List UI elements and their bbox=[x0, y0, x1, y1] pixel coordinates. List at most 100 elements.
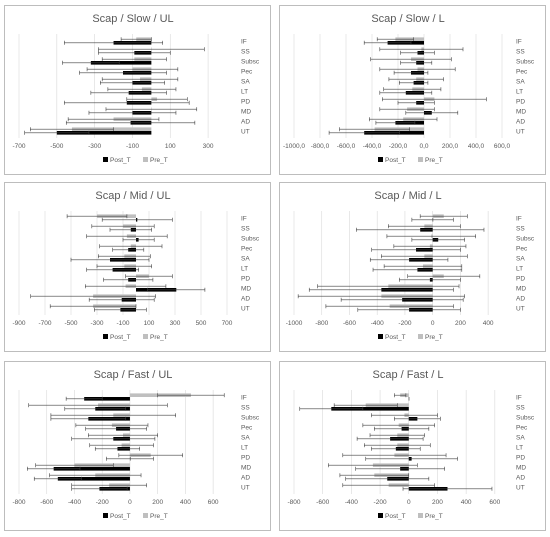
category-label: IF bbox=[516, 394, 522, 401]
category-label: SA bbox=[241, 78, 250, 85]
legend-swatch bbox=[143, 513, 148, 518]
bar-post-t bbox=[408, 397, 410, 401]
x-tick-label: -500 bbox=[64, 320, 77, 327]
legend-label: Post_T bbox=[385, 334, 406, 341]
category-label: AD bbox=[516, 295, 525, 302]
category-label: MD bbox=[241, 108, 251, 115]
category-label: UT bbox=[241, 484, 250, 491]
category-label: AD bbox=[516, 474, 525, 481]
x-tick-label: -800 bbox=[287, 499, 300, 506]
category-label: SA bbox=[516, 255, 525, 262]
chart-title: Scap / Slow / UL bbox=[92, 13, 173, 25]
legend-label: Pre_T bbox=[150, 513, 168, 520]
x-tick-label: -900 bbox=[12, 320, 25, 327]
category-label: SA bbox=[516, 78, 525, 85]
chart-panel-scap-mid-l: Scap / Mid / L -1000 -800 -600 -400 -200 0 200 4… bbox=[279, 182, 546, 352]
x-tick-label: 100 bbox=[144, 320, 155, 327]
x-tick-label: 500 bbox=[196, 320, 207, 327]
chart-panel-scap-mid-ul: Scap / Mid / UL -900 -700 -500 -300 -100 100 30… bbox=[4, 182, 271, 352]
legend-swatch bbox=[103, 334, 108, 339]
category-label: AD bbox=[241, 474, 250, 481]
category-label: MD bbox=[516, 464, 526, 471]
legend-label: Pre_T bbox=[425, 157, 443, 164]
category-label: IF bbox=[516, 38, 522, 45]
category-label: Pec bbox=[241, 424, 253, 431]
x-tick-label: 700 bbox=[222, 320, 233, 327]
legend-swatch bbox=[103, 157, 108, 162]
category-label: LT bbox=[241, 444, 248, 451]
x-tick-label: -600 bbox=[316, 499, 329, 506]
category-label: Pec bbox=[516, 245, 528, 252]
x-tick-label: -1000,0 bbox=[283, 143, 305, 150]
category-label: Pec bbox=[241, 68, 253, 75]
legend-swatch bbox=[378, 513, 383, 518]
x-tick-label: -800,0 bbox=[311, 143, 330, 150]
category-label: AD bbox=[241, 118, 250, 125]
category-label: LT bbox=[241, 88, 248, 95]
x-tick-label: -100 bbox=[126, 143, 139, 150]
legend-swatch bbox=[103, 513, 108, 518]
category-label: Pec bbox=[516, 424, 528, 431]
x-tick-label: 400 bbox=[483, 320, 494, 327]
category-label: UT bbox=[241, 305, 250, 312]
legend-swatch bbox=[143, 334, 148, 339]
category-label: Subsc bbox=[516, 414, 535, 421]
bar-post-t bbox=[57, 477, 130, 481]
chart-panel-scap-fast-ul: Scap / Fast / UL -800 -600 -400 -200 0 200 400 6… bbox=[4, 361, 271, 531]
legend-swatch bbox=[378, 334, 383, 339]
x-tick-label: -200 bbox=[398, 320, 411, 327]
x-tick-label: -600,0 bbox=[337, 143, 356, 150]
category-label: SS bbox=[516, 48, 525, 55]
category-label: MD bbox=[241, 285, 251, 292]
bar-post-t bbox=[331, 407, 409, 411]
legend-label: Post_T bbox=[110, 157, 131, 164]
chart-title: Scap / Slow / L bbox=[371, 13, 444, 25]
legend-label: Post_T bbox=[110, 334, 131, 341]
category-label: Subsc bbox=[241, 414, 260, 421]
legend-swatch bbox=[418, 513, 423, 518]
bar-post-t bbox=[56, 131, 152, 135]
category-label: MD bbox=[516, 108, 526, 115]
category-label: LT bbox=[516, 265, 523, 272]
chart-panel-scap-slow-ul: Scap / Slow / UL -700 -500 -300 -100 100 300 IF… bbox=[4, 5, 271, 175]
category-label: SS bbox=[516, 404, 525, 411]
category-label: SA bbox=[241, 434, 250, 441]
category-label: SS bbox=[241, 225, 250, 232]
x-tick-label: 200 bbox=[432, 499, 443, 506]
x-tick-label: 0 bbox=[431, 320, 435, 327]
chart-title: Scap / Fast / UL bbox=[94, 369, 173, 381]
chart-svg: Scap / Mid / UL -900 -700 -500 -300 -100 100 30… bbox=[12, 190, 259, 341]
category-label: LT bbox=[516, 444, 523, 451]
category-label: Subsc bbox=[516, 58, 535, 65]
category-label: IF bbox=[241, 394, 247, 401]
chart-svg: Scap / Mid / L -1000 -800 -600 -400 -200 0 200 4… bbox=[286, 190, 535, 341]
x-tick-label: -200 bbox=[374, 499, 387, 506]
chart-svg: Scap / Fast / UL -800 -600 -400 -200 0 200 400 6… bbox=[12, 369, 260, 520]
category-label: UT bbox=[241, 128, 250, 135]
category-label: LT bbox=[241, 265, 248, 272]
bar-post-t bbox=[90, 61, 152, 65]
legend-label: Post_T bbox=[385, 513, 406, 520]
x-tick-label: 200 bbox=[455, 320, 466, 327]
x-tick-label: -300 bbox=[88, 143, 101, 150]
x-tick-label: -400 bbox=[345, 499, 358, 506]
legend-label: Post_T bbox=[385, 157, 406, 164]
x-tick-label: 300 bbox=[203, 143, 214, 150]
category-label: IF bbox=[241, 38, 247, 45]
legend-swatch bbox=[378, 157, 383, 162]
category-label: SA bbox=[516, 434, 525, 441]
legend-swatch bbox=[143, 157, 148, 162]
chart-title: Scap / Mid / L bbox=[374, 190, 441, 202]
category-label: UT bbox=[516, 305, 525, 312]
category-label: PD bbox=[516, 454, 525, 461]
legend-swatch bbox=[418, 334, 423, 339]
chart-title: Scap / Fast / L bbox=[373, 369, 444, 381]
x-tick-label: 0 bbox=[407, 499, 411, 506]
bar-post-t bbox=[53, 467, 130, 471]
x-tick-label: -500 bbox=[50, 143, 63, 150]
category-label: IF bbox=[241, 215, 247, 222]
category-label: AD bbox=[516, 118, 525, 125]
legend-swatch bbox=[418, 157, 423, 162]
category-label: UT bbox=[516, 484, 525, 491]
legend-label: Pre_T bbox=[425, 513, 443, 520]
